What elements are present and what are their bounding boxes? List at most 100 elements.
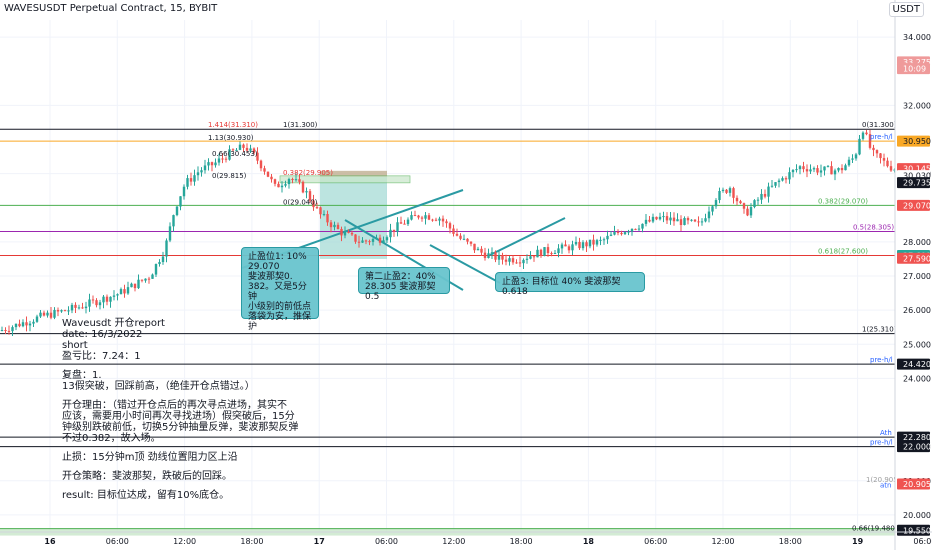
candle (154, 264, 158, 275)
candle (371, 239, 375, 242)
candle (497, 255, 501, 260)
candle (410, 215, 413, 220)
y-tick-label: 32.000 (903, 101, 931, 110)
candle (333, 224, 336, 228)
time-axis[interactable]: 16 06:00 12:00 18:00 17 06:00 12:00 18:00 18 06:0… (0, 531, 932, 546)
candle (658, 216, 662, 220)
candle (25, 322, 28, 326)
candle (77, 307, 81, 309)
currency-button[interactable]: USDT (888, 2, 924, 17)
price-badge-label: 19.550 (903, 526, 931, 535)
candle (539, 249, 543, 257)
candle (123, 289, 126, 294)
candle (557, 248, 560, 254)
candle (714, 200, 718, 207)
candle (788, 172, 791, 180)
candle (630, 228, 634, 232)
candle (858, 138, 861, 155)
candle (763, 193, 767, 197)
candle (847, 159, 851, 166)
candle (46, 312, 49, 316)
report-stop: 止损：15分钟m顶 劲线位置阻力区上沿 (62, 452, 238, 463)
candle (553, 253, 557, 255)
candle (686, 218, 690, 221)
candle (602, 239, 606, 241)
candle (532, 256, 536, 258)
price-badge-label: 20.905 (903, 480, 931, 489)
candle (840, 168, 844, 171)
candle (147, 278, 151, 280)
candle (525, 258, 529, 260)
candle (830, 166, 833, 175)
candle (865, 132, 868, 135)
x-tick-label: 18:00 (240, 537, 263, 546)
candle (343, 232, 347, 236)
candle (816, 168, 819, 173)
report-review-head: 复盘：1. (62, 370, 102, 381)
candle (361, 240, 364, 243)
candle (511, 258, 515, 263)
candle (221, 158, 224, 160)
candle (483, 252, 487, 258)
candle (564, 244, 567, 247)
candle (88, 299, 91, 307)
x-tick-label: 18 (583, 537, 595, 546)
price-badge (897, 63, 930, 75)
candle (434, 219, 438, 221)
fib-label: atn (880, 481, 891, 489)
price-badge-label: 29.070 (903, 201, 931, 210)
candle (697, 221, 700, 223)
candle (637, 228, 641, 230)
candle (690, 219, 693, 221)
candle (417, 215, 420, 218)
candle (616, 231, 620, 233)
candle (599, 239, 602, 241)
candle (193, 175, 196, 182)
candle (63, 310, 67, 312)
candle (665, 216, 669, 221)
candle (543, 247, 546, 257)
candle (126, 287, 130, 294)
price-badge (897, 252, 930, 264)
candle (620, 232, 623, 235)
candle (84, 306, 88, 309)
candle (196, 172, 200, 176)
fib-label: pre-h/l (870, 133, 893, 141)
candle (550, 253, 553, 255)
candle (676, 219, 679, 222)
candle (151, 274, 154, 279)
candle (592, 239, 595, 245)
fib-label: 0(29.815) (212, 172, 247, 180)
candle (158, 262, 161, 265)
candle (833, 170, 837, 175)
fib-label: 0.66(30.453) (212, 150, 258, 158)
candle (767, 186, 770, 197)
fib-label: 1(20.905) (866, 476, 901, 484)
candle (200, 170, 203, 173)
candle (826, 166, 830, 168)
price-badge-label: 30.145 (903, 165, 931, 174)
profit-zone (320, 176, 387, 259)
fib-label: 1.13(30.930) (208, 134, 254, 142)
price-badge (897, 524, 930, 536)
candle (179, 196, 182, 207)
candle (277, 183, 280, 188)
report-ratio: 盈亏比：7.24：1 (62, 351, 141, 362)
candle (392, 229, 396, 232)
candle (427, 215, 431, 220)
candle (375, 237, 378, 240)
candle (228, 149, 231, 160)
candle (329, 222, 333, 228)
callout-tp1: 止盈位1: 10% 29.070 斐波那契0. 382。又是5分钟 小级别的前低… (241, 247, 319, 332)
candle (315, 207, 319, 209)
x-tick-label: 18:00 (779, 537, 802, 546)
price-badge (897, 478, 930, 490)
candle (469, 241, 473, 244)
candle (32, 321, 35, 324)
report-text: Waveusdt 开仓report date: 16/3/2022 short … (62, 318, 298, 501)
candle (403, 223, 406, 225)
fib-label: 1(31.300) (283, 121, 318, 129)
price-axis[interactable]: 34.00032.00030.00028.00027.00026.00025.0… (894, 0, 932, 550)
candle (704, 218, 707, 222)
